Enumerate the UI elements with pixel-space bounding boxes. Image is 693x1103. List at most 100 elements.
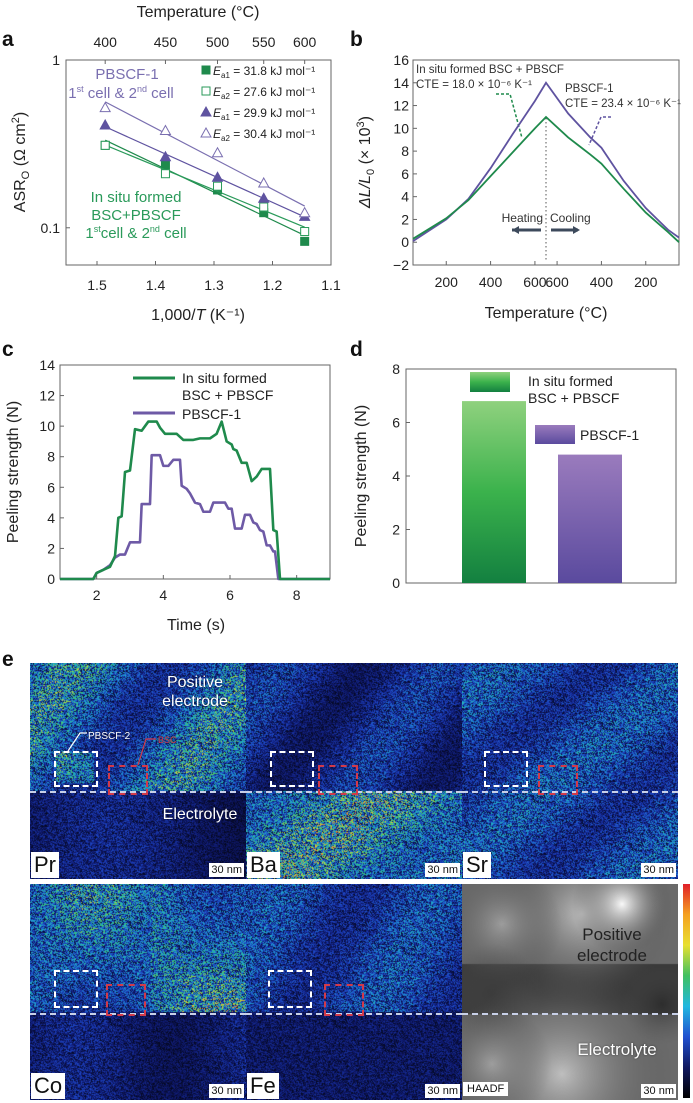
pbscf2-region-box xyxy=(484,751,528,787)
y-tick-label: 0 xyxy=(47,571,55,587)
annotation-pbscf-name: PBSCF-1 xyxy=(565,83,614,95)
pbscf2-label: PBSCF-2 xyxy=(88,731,131,742)
scale-bar-label: 30 nm xyxy=(641,1084,676,1098)
positive-electrode-label: Positive electrode xyxy=(577,925,647,965)
y-axis-title: Peeling strength (N) xyxy=(5,401,22,543)
fit-line xyxy=(104,139,305,236)
pbscf2-region-box xyxy=(270,751,314,787)
interface-line xyxy=(462,1013,678,1015)
heating-label: Heating xyxy=(502,211,543,225)
eds-noise-canvas xyxy=(246,663,462,879)
legend-marker xyxy=(200,126,212,138)
electrolyte-label: Electrolyte xyxy=(577,1040,657,1059)
intensity-colorbar xyxy=(683,884,690,1098)
x-tick-label: 8 xyxy=(293,587,301,603)
legend-entry-1: Ea1 = 31.8 kJ mol⁻¹ xyxy=(213,64,315,80)
data-point xyxy=(298,206,311,218)
haadf-canvas xyxy=(462,884,678,1100)
cooling-label: Cooling xyxy=(550,211,591,225)
data-point xyxy=(160,160,170,170)
y-axis-title: ASRO (Ω cm2) xyxy=(10,112,32,212)
top-tick-label: 600 xyxy=(293,34,317,50)
plot-frame xyxy=(412,59,680,266)
y-tick-label: 10 xyxy=(39,418,55,434)
interface-line xyxy=(462,791,678,793)
legend-pbscf: PBSCF-1 xyxy=(580,427,639,443)
bsc-region-box xyxy=(108,765,148,795)
x-tick-label: 200 xyxy=(435,274,459,290)
bar-insitu xyxy=(462,401,526,583)
x-tick-label: 1.4 xyxy=(146,277,166,293)
scale-bar-label: 30 nm xyxy=(209,863,244,877)
y-tick-label: 0 xyxy=(392,575,400,591)
legend-insitu-line1: In situ formed xyxy=(182,370,267,386)
legend-swatch-insitu xyxy=(470,372,510,392)
annotation-insitu-line2: BSC+PBSCF xyxy=(91,207,181,224)
top-tick-label: 400 xyxy=(94,34,118,50)
data-point xyxy=(99,118,112,130)
panel-label-d: d xyxy=(350,338,363,361)
panel-b-chart: ΔL/L0 (× 103) Temperature (°C) In situ f… xyxy=(355,52,681,322)
y-tick-label: 4 xyxy=(392,468,400,484)
y-tick-label: 8 xyxy=(392,361,400,377)
element-label: Co xyxy=(31,1073,66,1099)
annotation-insitu-cells: 1stcell & 2nd cell xyxy=(85,224,186,242)
scale-bar-label: 30 nm xyxy=(425,1084,460,1098)
y-tick-label: 14 xyxy=(393,75,409,91)
eds-noise-canvas xyxy=(462,663,678,879)
element-label: Ba xyxy=(247,852,280,878)
data-point xyxy=(100,140,110,150)
y-tick-label: 4 xyxy=(47,510,55,526)
legend-marker xyxy=(201,86,211,96)
fit-line xyxy=(104,101,305,207)
top-axis-title: Temperature (°C) xyxy=(137,4,260,21)
eds-noise-canvas xyxy=(30,663,246,879)
annotation-insitu-line1: In situ formed xyxy=(91,189,182,206)
cooling-arrowhead-icon xyxy=(573,226,580,234)
bsc-region-box xyxy=(106,984,146,1016)
series-line xyxy=(60,453,330,581)
annotation-pbscf-cte: CTE = 23.4 × 10⁻⁶ K⁻¹ xyxy=(565,98,681,110)
data-point xyxy=(259,202,269,212)
legend-entry-4: Ea2 = 30.4 kJ mol⁻¹ xyxy=(213,127,315,143)
eds-noise-canvas xyxy=(30,884,246,1100)
y-tick-label: 8 xyxy=(401,143,409,159)
interface-line xyxy=(246,791,462,793)
x-tick-label: 4 xyxy=(159,587,167,603)
x-tick-label: 1.5 xyxy=(87,277,107,293)
legend-insitu-line1: In situ formed xyxy=(528,373,613,389)
y-tick-label: 4 xyxy=(401,189,409,205)
panel-label-b: b xyxy=(350,28,363,51)
annotation-insitu-cte: CTE = 18.0 × 10⁻⁶ K⁻¹ xyxy=(416,79,532,91)
y-tick-label: 6 xyxy=(392,415,400,431)
panel-d-chart: Peeling strength (N) In situ formed BSC … xyxy=(353,361,677,591)
panel-label-e: e xyxy=(2,648,14,671)
y-tick-label: 0 xyxy=(401,234,409,250)
y-axis-title: Peeling strength (N) xyxy=(353,405,370,547)
y-tick-label: 6 xyxy=(401,166,409,182)
annotation-pbscf-cells: 1st cell & 2nd cell xyxy=(68,84,173,102)
eds-map-fe: Fe 30 nm xyxy=(246,884,462,1100)
y-axis-title: ΔL/L0 (× 103) xyxy=(355,116,377,209)
series-line xyxy=(60,420,330,581)
data-point xyxy=(257,176,270,188)
x-tick-label: 1.2 xyxy=(263,277,283,293)
scale-bar-label: 30 nm xyxy=(425,863,460,877)
annotation-pbscf-name: PBSCF-1 xyxy=(95,66,158,83)
x-tick-label: 600 xyxy=(545,274,569,290)
pbscf2-region-box xyxy=(268,970,312,1008)
x-tick-label: 200 xyxy=(634,274,658,290)
x-tick-label: 400 xyxy=(590,274,614,290)
x-axis-title: 1,000/T (K⁻¹) xyxy=(151,307,245,324)
legend-swatch-pbscf xyxy=(535,425,575,444)
data-point xyxy=(213,181,223,191)
y-tick-label: 2 xyxy=(47,540,55,556)
interface-line xyxy=(30,791,246,793)
y-tick-label: 12 xyxy=(393,98,409,114)
y-tick-label: 10 xyxy=(393,120,409,136)
x-tick-label: 1.3 xyxy=(204,277,224,293)
eds-map-pr: Positive electrode Electrolyte PBSCF-2 BS… xyxy=(30,663,246,879)
panel-c-chart: Peeling strength (N) Time (s) In situ fo… xyxy=(5,357,331,634)
legend-entry-3: Ea1 = 29.9 kJ mol⁻¹ xyxy=(213,106,315,122)
haadf-image: Positive electrode Electrolyte HAADF 30 n… xyxy=(462,884,678,1100)
